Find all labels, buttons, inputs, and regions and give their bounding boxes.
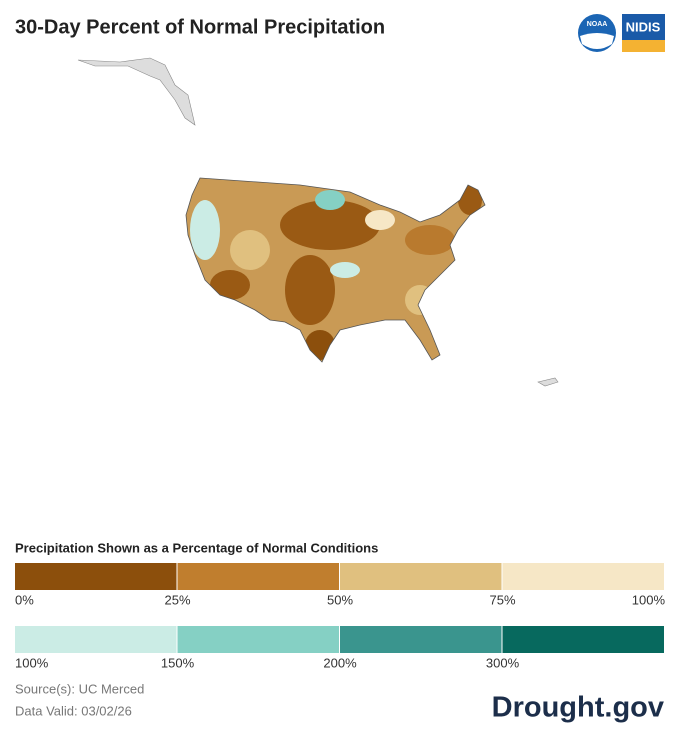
source: Source(s): UC Merced — [15, 681, 144, 696]
legend-label: 75% — [489, 592, 515, 607]
conus-map — [186, 178, 485, 362]
brand: Drought.gov — [492, 692, 664, 724]
legend-label: 300% — [486, 655, 520, 670]
legend-title: Precipitation Shown as a Percentage of N… — [15, 540, 378, 555]
legend-swatch — [502, 626, 664, 653]
legend: 0% 25% 50% 75% 100% 100% 150% 200% 300% — [15, 563, 665, 670]
data-valid: Data Valid: 03/02/26 — [15, 703, 132, 718]
conus-outline — [185, 177, 486, 363]
legend-swatch — [15, 563, 177, 590]
alaska — [77, 57, 196, 126]
legend-swatch — [15, 626, 177, 653]
legend-label: 25% — [164, 592, 190, 607]
legend-swatch — [340, 563, 502, 590]
legend-swatch — [502, 563, 664, 590]
legend-label: 0% — [15, 592, 34, 607]
legend-swatch — [177, 626, 339, 653]
nidis-band — [622, 40, 665, 52]
legend-label: 50% — [327, 592, 353, 607]
puerto-rico — [537, 377, 559, 387]
legend-label: 100% — [15, 655, 49, 670]
legend-swatch — [340, 626, 502, 653]
noaa-text: NOAA — [587, 21, 608, 28]
nidis-text: NIDIS — [626, 19, 661, 34]
noaa-wave — [580, 33, 614, 49]
legend-label: 100% — [632, 592, 666, 607]
title: 30-Day Percent of Normal Precipitation — [15, 16, 385, 38]
legend-label: 200% — [323, 655, 357, 670]
legend-label: 150% — [161, 655, 195, 670]
legend-swatch — [177, 563, 339, 590]
